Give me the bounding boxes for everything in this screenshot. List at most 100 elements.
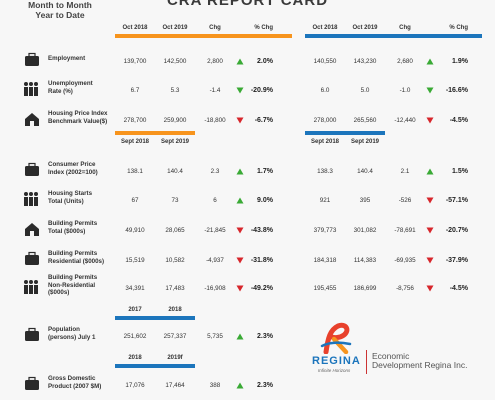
cell-value: 2,680 <box>397 58 413 65</box>
icon-shape <box>29 192 33 196</box>
cell-value: 49,910 <box>125 227 145 234</box>
row-label: Housing Starts <box>48 190 93 197</box>
icon-shape <box>34 285 38 294</box>
row-icon <box>25 113 39 126</box>
icon-shape <box>25 331 39 341</box>
cell-value: -4,937 <box>206 257 224 264</box>
cell-value: -8,756 <box>396 285 414 292</box>
cell-value: -12,440 <box>394 117 416 124</box>
trend-arrow <box>426 117 434 124</box>
trend-arrow <box>426 197 434 204</box>
icon-shape <box>30 231 34 236</box>
arrow-shape <box>426 257 434 264</box>
trend-arrow <box>426 58 434 65</box>
cell-value: 921 <box>319 197 331 204</box>
row-icon <box>25 162 39 176</box>
row-label: Employment <box>48 54 86 62</box>
cell-value: 142,500 <box>163 58 187 65</box>
arrow-shape <box>426 168 434 175</box>
cell-value: 5.3 <box>170 87 180 94</box>
cell-value: 278,000 <box>313 117 337 124</box>
row-label: Benchmark Value($) <box>48 117 108 125</box>
row-label: Total ($000s) <box>48 227 86 235</box>
arrow-shape <box>236 227 244 234</box>
row-icon <box>25 251 39 265</box>
header-bar <box>115 316 195 320</box>
icon-shape <box>24 192 28 196</box>
trend-arrow <box>236 257 244 264</box>
header-bar <box>115 34 292 38</box>
column-header: Chg <box>209 25 221 31</box>
icon-shape <box>34 192 38 196</box>
icon-shape <box>30 121 34 126</box>
cell-value: 10,582 <box>165 257 185 264</box>
header-bar <box>305 131 385 135</box>
arrow-shape <box>426 58 434 65</box>
percent-change: -6.7% <box>254 116 273 124</box>
cell-value: 139,700 <box>123 58 147 65</box>
header-bar <box>305 34 482 38</box>
logo-divider <box>366 350 367 374</box>
icon-shape <box>34 197 38 206</box>
percent-change: -4.5% <box>449 116 468 124</box>
arrow-shape <box>236 382 244 389</box>
arrow-shape <box>426 227 434 234</box>
row-label: Gross Domestic <box>48 375 96 382</box>
percent-change: -37.9% <box>445 256 468 264</box>
arrow-shape <box>236 87 244 94</box>
row-label: Consumer Price <box>48 161 96 168</box>
row-label: ($000s) <box>48 289 70 297</box>
percent-change: 9.0% <box>257 196 273 204</box>
cell-value: 6.0 <box>320 87 330 94</box>
trend-arrow <box>236 197 244 204</box>
arrow-shape <box>426 285 434 292</box>
percent-change: -43.8% <box>250 226 273 234</box>
icon-shape <box>24 280 28 284</box>
icon-shape <box>29 285 33 294</box>
percent-change: -49.2% <box>250 284 273 292</box>
row-label: Population <box>48 326 80 333</box>
row-icon <box>25 52 39 66</box>
percent-change: -16.6% <box>445 86 468 94</box>
column-header: Sept 2019 <box>350 139 380 145</box>
cell-value: 34,391 <box>125 285 145 292</box>
percent-change: 2.0% <box>257 57 273 65</box>
column-header: Oct 2018 <box>122 25 148 31</box>
row-label: Total (Units) <box>48 197 84 205</box>
cell-value: 2,800 <box>207 58 223 65</box>
row-label: Housing Price Index <box>48 110 108 117</box>
cell-value: 6.7 <box>130 87 140 94</box>
icon-shape <box>28 327 36 333</box>
cell-value: 15,519 <box>125 257 145 264</box>
organization-name: Economic <box>372 351 410 361</box>
cell-value: 265,560 <box>353 117 377 124</box>
cell-value: 143,230 <box>353 58 377 65</box>
percent-change: 2.3% <box>257 381 273 389</box>
arrow-shape <box>236 58 244 65</box>
cell-value: 5.0 <box>360 87 370 94</box>
column-header: 2017 <box>128 307 142 313</box>
icon-shape <box>29 280 33 284</box>
arrow-shape <box>426 117 434 124</box>
row-label: Unemployment <box>48 80 93 87</box>
page-title: CRA REPORT CARD <box>166 0 329 9</box>
row-icon <box>24 280 38 294</box>
icon-shape <box>24 82 28 86</box>
icon-shape <box>34 87 38 96</box>
arrow-shape <box>426 197 434 204</box>
column-header: 2019f <box>167 355 183 361</box>
cell-value: 301,082 <box>353 227 377 234</box>
cell-value: 251,602 <box>123 333 147 340</box>
group-heading: Month to Month <box>28 0 92 10</box>
percent-change: 1.7% <box>257 167 273 175</box>
logo-shape <box>323 322 350 354</box>
column-header: Oct 2018 <box>312 25 338 31</box>
cell-value: 67 <box>131 197 139 204</box>
logo-mark <box>320 322 352 354</box>
trend-arrow <box>426 285 434 292</box>
icon-shape <box>29 82 33 86</box>
trend-arrow <box>236 382 244 389</box>
row-label: Building Permits <box>48 250 98 257</box>
icon-shape <box>28 251 36 257</box>
